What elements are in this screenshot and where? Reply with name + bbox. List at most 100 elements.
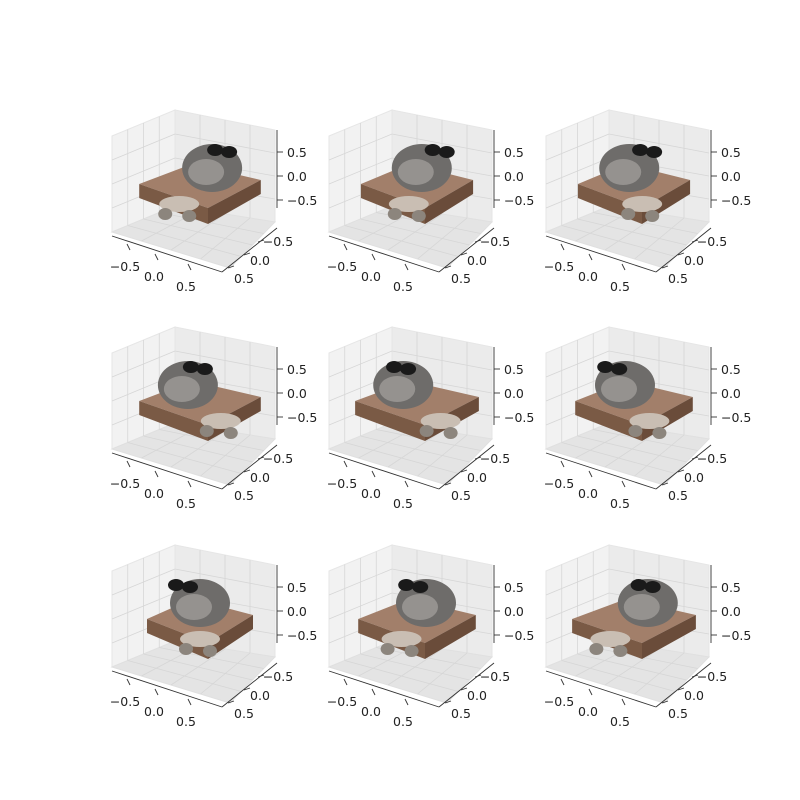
x-tick-label: 0.0 [144,704,164,719]
z-tick-label: 0.0 [504,604,524,619]
animal-paw [628,425,643,437]
z-tick-label: 0.5 [721,580,741,595]
y-tick [661,265,669,269]
y-tick [460,687,468,691]
x-tick [404,698,409,706]
animal-ear [646,146,663,158]
point-cloud-object [577,144,691,224]
subplot-3: −0.5 0.0 0.5 0.5 0.0 −0.5 −0.5 0.0 0.5 [544,109,751,294]
y-tick [227,482,235,486]
grid-line [200,434,251,477]
y-axis-line [655,662,712,708]
grid-line [360,218,470,246]
subplot-6: −0.5 0.0 0.5 0.5 0.0 −0.5 −0.5 0.0 0.5 [544,326,751,511]
animal-paw [645,210,660,222]
grid-line [417,434,468,477]
grid-line [360,653,470,681]
animal-paw [652,427,667,439]
y-axis-line [221,662,278,708]
point-cloud-object [139,361,261,441]
animal-paw [200,413,241,429]
animal-paw [420,413,461,429]
x-tick-label: −0.5 [327,259,357,274]
y-tick [243,252,251,256]
y-tick [243,687,251,691]
animal-ear [182,581,198,593]
subplot-2: −0.5 0.0 0.5 0.5 0.0 −0.5 −0.5 0.0 0.5 [327,109,534,294]
animal-ear [424,144,441,156]
y-tick [677,252,685,256]
x-tick-label: 0.0 [578,269,598,284]
grid-line [593,647,698,669]
y-tick-label: 0.0 [684,253,704,268]
point-cloud-object [147,579,253,659]
x-tick [404,480,409,488]
x-tick-label: 0.5 [393,496,413,511]
y-tick [444,700,452,704]
z-tick-label: −0.5 [504,628,534,643]
grid-line [593,429,698,451]
x-tick [404,263,409,271]
z-tick-label: 0.0 [287,604,307,619]
y-tick-label: 0.0 [250,253,270,268]
y-tick-label: −0.5 [697,234,727,249]
grid-line [417,217,468,260]
y-tick [661,700,669,704]
y-tick [474,456,482,460]
animal-paw [411,210,426,222]
grid-line [159,429,264,451]
animal-face [163,376,200,402]
x-tick-label: 0.5 [176,714,196,729]
z-tick-label: 0.5 [504,362,524,377]
cushion-side-right [208,615,253,659]
x-axis-line [545,670,657,708]
grid-line [634,217,685,260]
grid-line [577,653,687,681]
animal-paw [613,645,628,657]
animal-face [605,159,642,185]
animal-paw [199,425,214,437]
animal-ear [644,581,661,593]
point-cloud-object [360,144,474,224]
animal-ear [632,144,649,156]
y-tick-label: 0.0 [250,470,270,485]
z-tick-label: 0.0 [721,604,741,619]
animal-paw [404,645,419,657]
x-tick-label: 0.0 [144,486,164,501]
z-tick-label: −0.5 [721,410,751,425]
y-tick-label: 0.0 [684,470,704,485]
y-axis-line [655,227,712,273]
x-axis-line [111,452,223,490]
z-tick-label: −0.5 [504,410,534,425]
x-axis-line [545,235,657,273]
x-tick-label: −0.5 [110,259,140,274]
point-cloud-object [575,361,693,441]
x-tick-label: 0.0 [578,704,598,719]
x-axis-line [545,452,657,490]
x-tick-label: 0.5 [610,714,630,729]
point-cloud-object [139,144,261,224]
y-tick-label: −0.5 [480,451,510,466]
x-axis-line [328,670,440,708]
x-tick-label: −0.5 [544,476,574,491]
animal-ear [182,361,199,373]
point-cloud-object [572,579,696,659]
x-tick [187,263,192,271]
x-tick [126,243,131,251]
animal-paw [180,631,220,647]
animal-paw [590,631,631,647]
x-tick-label: 0.0 [361,486,381,501]
y-axis-line [438,662,495,708]
y-tick [677,469,685,473]
x-tick [126,460,131,468]
grid-line [143,653,253,681]
y-tick-label: 0.5 [234,271,254,286]
z-tick-label: 0.0 [504,386,524,401]
z-tick-label: 0.5 [504,145,524,160]
animal-paw [381,631,422,647]
x-axis-line [111,670,223,708]
subplot-8: −0.5 0.0 0.5 0.5 0.0 −0.5 −0.5 0.0 0.5 [327,544,534,729]
x-tick-label: 0.5 [610,279,630,294]
x-tick [343,243,348,251]
